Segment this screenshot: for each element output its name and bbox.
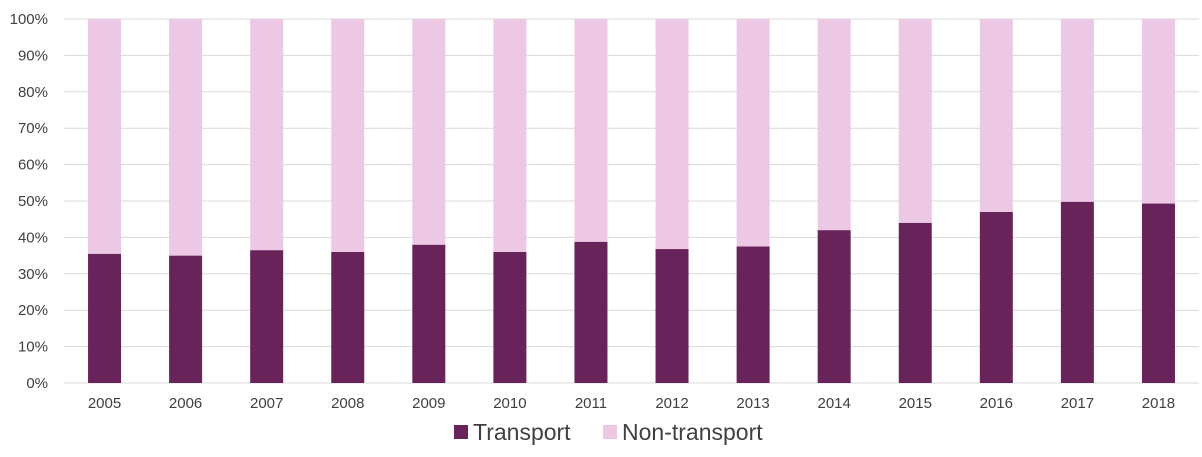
x-tick-label-2018: 2018	[1142, 395, 1175, 412]
x-tick-label-2006: 2006	[169, 395, 202, 412]
bar-non-transport-2009	[412, 19, 446, 245]
x-tick-label-2014: 2014	[817, 395, 850, 412]
y-tick-label-70pct: 70%	[18, 120, 48, 137]
bar-transport-2006	[169, 255, 203, 383]
y-tick-label-30pct: 30%	[18, 266, 48, 283]
bar-non-transport-2011	[574, 19, 608, 242]
bar-non-transport-2008	[331, 19, 365, 252]
bars	[88, 19, 1175, 383]
y-tick-label-0pct: 0%	[26, 375, 48, 392]
x-tick-label-2010: 2010	[493, 395, 526, 412]
y-tick-label-90pct: 90%	[18, 47, 48, 64]
bar-transport-2009	[412, 244, 446, 383]
bar-transport-2017	[1060, 201, 1094, 383]
x-tick-label-2016: 2016	[980, 395, 1013, 412]
bar-transport-2018	[1141, 203, 1175, 383]
x-axis: 2005 2006 2007 2008 2009 2010 2011 2012 2013 2014…	[88, 395, 1175, 412]
bar-non-transport-2006	[169, 19, 203, 256]
y-tick-label-50pct: 50%	[18, 193, 48, 210]
bar-non-transport-2017	[1060, 19, 1094, 202]
bar-transport-2010	[493, 251, 527, 383]
x-tick-label-2013: 2013	[736, 395, 769, 412]
bar-non-transport-2005	[88, 19, 122, 254]
bar-transport-2013	[736, 246, 770, 383]
y-tick-label-40pct: 40%	[18, 229, 48, 246]
gridlines	[64, 18, 1199, 384]
bar-transport-2012	[655, 249, 689, 383]
bar-transport-2015	[898, 222, 932, 383]
legend-label-non-transport: Non-transport	[622, 419, 763, 445]
legend-label-transport: Transport	[473, 419, 571, 445]
bar-non-transport-2013	[736, 19, 770, 247]
y-tick-label-100pct: 100%	[10, 11, 48, 28]
x-tick-label-2012: 2012	[655, 395, 688, 412]
y-tick-label-10pct: 10%	[18, 339, 48, 356]
y-tick-label-20pct: 20%	[18, 302, 48, 319]
bar-transport-2007	[250, 250, 284, 383]
bar-transport-2008	[331, 251, 365, 383]
y-axis: 0% 10% 20% 30% 40% 50% 60% 70% 80% 90% 100%	[10, 11, 48, 392]
bar-transport-2016	[979, 211, 1013, 383]
bar-transport-2014	[817, 230, 851, 383]
bar-non-transport-2018	[1141, 19, 1175, 204]
bar-non-transport-2007	[250, 19, 284, 251]
bar-non-transport-2010	[493, 19, 527, 252]
x-tick-label-2015: 2015	[899, 395, 932, 412]
x-tick-label-2009: 2009	[412, 395, 445, 412]
bar-non-transport-2014	[817, 19, 851, 231]
legend-swatch-non-transport	[603, 425, 617, 439]
bar-transport-2005	[88, 253, 122, 383]
legend: Transport Non-transport	[454, 419, 763, 445]
x-tick-label-2017: 2017	[1061, 395, 1094, 412]
legend-swatch-transport	[454, 425, 468, 439]
x-tick-label-2011: 2011	[575, 395, 607, 412]
y-tick-label-60pct: 60%	[18, 157, 48, 174]
bar-non-transport-2012	[655, 19, 689, 250]
x-tick-label-2005: 2005	[88, 395, 121, 412]
x-tick-label-2007: 2007	[250, 395, 283, 412]
bar-non-transport-2016	[979, 19, 1013, 212]
bar-non-transport-2015	[898, 19, 932, 223]
bar-transport-2011	[574, 241, 608, 383]
x-tick-label-2008: 2008	[331, 395, 364, 412]
y-tick-label-80pct: 80%	[18, 84, 48, 101]
